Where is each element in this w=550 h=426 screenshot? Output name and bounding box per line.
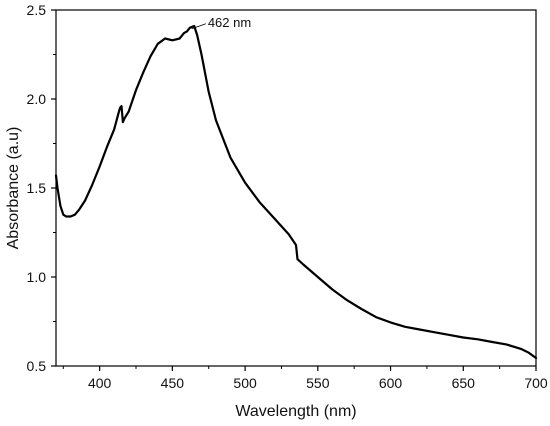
x-tick-label: 650 [452,375,476,391]
annotation-leader-line [191,23,206,30]
y-tick-label: 2.0 [27,91,47,107]
tick-labels: 400 450 500 550 600 650 700 0.5 1.0 1.5 2.0 2.5 [27,2,548,391]
y-tick-label: 1.5 [27,180,47,196]
x-tick-label: 550 [306,375,330,391]
y-tick-label: 2.5 [27,2,47,18]
x-tick-label: 450 [161,375,185,391]
y-tick-label: 0.5 [27,358,47,374]
x-tick-label: 400 [88,375,112,391]
y-axis-title: Absorbance (a.u) [5,127,22,250]
tick-marks [51,9,537,371]
plot-frame [55,9,537,367]
peak-annotation-label: 462 nm [208,15,251,30]
y-tick-label: 1.0 [27,269,47,285]
x-tick-label: 600 [379,375,403,391]
x-axis-title: Wavelength (nm) [235,403,356,420]
absorbance-series-line [54,24,538,360]
x-tick-label: 700 [524,375,548,391]
x-tick-label: 500 [233,375,257,391]
